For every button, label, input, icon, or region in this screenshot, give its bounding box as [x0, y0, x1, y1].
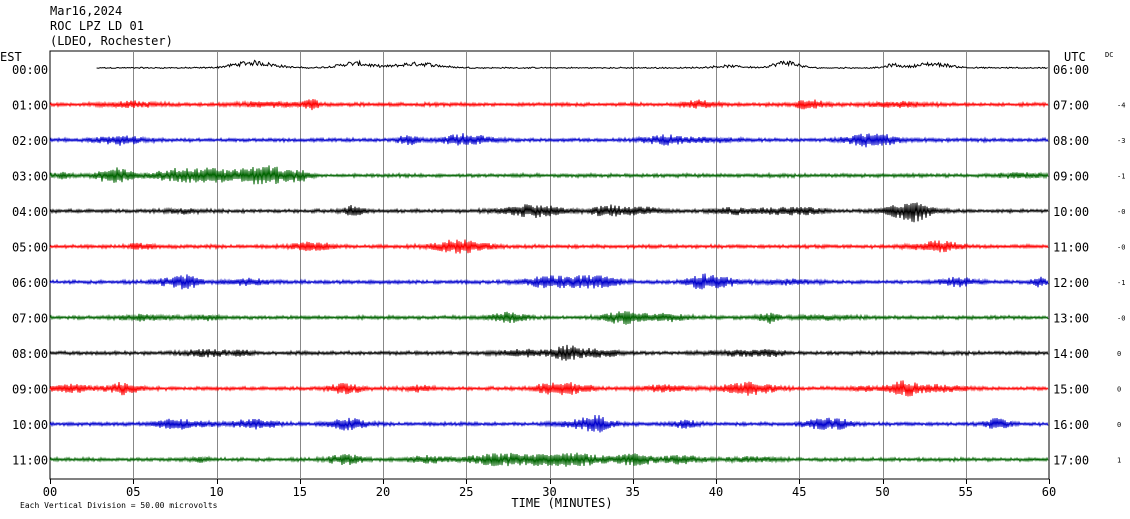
seismic-trace-0900 — [49, 380, 1049, 397]
row-dc-value: 0 — [1117, 421, 1121, 429]
seismic-trace-0600 — [49, 273, 1049, 290]
x-tick-label: 00 — [43, 485, 57, 499]
x-tick-label: 50 — [875, 485, 889, 499]
row-time-utc: 06:00 — [1053, 63, 1089, 77]
x-tick-label: 15 — [293, 485, 307, 499]
row-dc-value: -0 — [1117, 315, 1125, 323]
row-dc-value: 0 — [1117, 386, 1121, 394]
timezone-label-utc: UTC — [1064, 50, 1086, 64]
row-time-utc: 10:00 — [1053, 205, 1089, 219]
row-time-utc: 15:00 — [1053, 383, 1089, 397]
row-dc-value: -4 — [1117, 102, 1125, 110]
row-time-utc: 16:00 — [1053, 418, 1089, 432]
x-tick-label: 55 — [959, 485, 973, 499]
row-time-est: 07:00 — [12, 312, 48, 326]
row-time-utc: 09:00 — [1053, 170, 1089, 184]
seismic-trace-0100 — [49, 98, 1049, 111]
x-tick-label: 25 — [459, 485, 473, 499]
seismic-trace-0000 — [96, 59, 1048, 70]
row-time-est: 00:00 — [12, 63, 48, 77]
row-time-est: 11:00 — [12, 454, 48, 468]
row-dc-value: -1 — [1117, 279, 1125, 287]
row-time-est: 05:00 — [12, 241, 48, 255]
row-dc-value: -0 — [1117, 244, 1125, 252]
seismic-trace-0500 — [49, 239, 1049, 254]
row-time-est: 10:00 — [12, 418, 48, 432]
seismic-trace-0200 — [49, 133, 1049, 148]
row-dc-value: 0 — [1117, 350, 1121, 358]
x-tick-label: 35 — [626, 485, 640, 499]
row-time-utc: 17:00 — [1053, 454, 1089, 468]
row-time-utc: 08:00 — [1053, 134, 1089, 148]
row-dc-value: 1 — [1117, 457, 1121, 465]
x-tick-label: 30 — [542, 485, 556, 499]
row-time-est: 09:00 — [12, 383, 48, 397]
row-dc-value: -3 — [1117, 137, 1125, 145]
seismic-trace-1000 — [49, 414, 1049, 433]
x-tick-label: 20 — [376, 485, 390, 499]
row-time-est: 06:00 — [12, 276, 48, 290]
seismic-trace-0800 — [49, 344, 1049, 361]
seismic-trace-0700 — [49, 311, 1049, 325]
row-time-utc: 11:00 — [1053, 241, 1089, 255]
plot-frame — [49, 50, 1050, 480]
x-tick-label: 05 — [126, 485, 140, 499]
date-label: Mar16,2024 — [50, 4, 123, 18]
row-dc-value: -1 — [1117, 173, 1125, 181]
x-tick-label: 45 — [792, 485, 806, 499]
row-time-utc: 14:00 — [1053, 347, 1089, 361]
row-time-est: 01:00 — [12, 99, 48, 113]
x-tick-label: 40 — [709, 485, 723, 499]
seismic-trace-0400 — [49, 202, 1049, 223]
row-time-est: 08:00 — [12, 347, 48, 361]
x-tick-label: 10 — [209, 485, 223, 499]
x-tick-label: 60 — [1042, 485, 1056, 499]
seismic-trace-1100 — [49, 452, 1049, 467]
timezone-label-est: EST — [0, 50, 22, 64]
dc-column-label: DC — [1105, 51, 1113, 59]
scale-note: Each Vertical Division = 50.00 microvolt… — [20, 501, 218, 510]
station-label: ROC LPZ LD 01 — [50, 19, 144, 33]
row-time-utc: 12:00 — [1053, 276, 1089, 290]
row-time-est: 02:00 — [12, 134, 48, 148]
network-label: (LDEO, Rochester) — [50, 34, 173, 48]
row-time-utc: 13:00 — [1053, 312, 1089, 326]
row-time-utc: 07:00 — [1053, 99, 1089, 113]
x-axis-label: TIME (MINUTES) — [511, 496, 612, 510]
seismic-trace-0300 — [49, 165, 1049, 185]
row-dc-value: -0 — [1117, 208, 1125, 216]
row-time-est: 03:00 — [12, 170, 48, 184]
row-time-est: 04:00 — [12, 205, 48, 219]
